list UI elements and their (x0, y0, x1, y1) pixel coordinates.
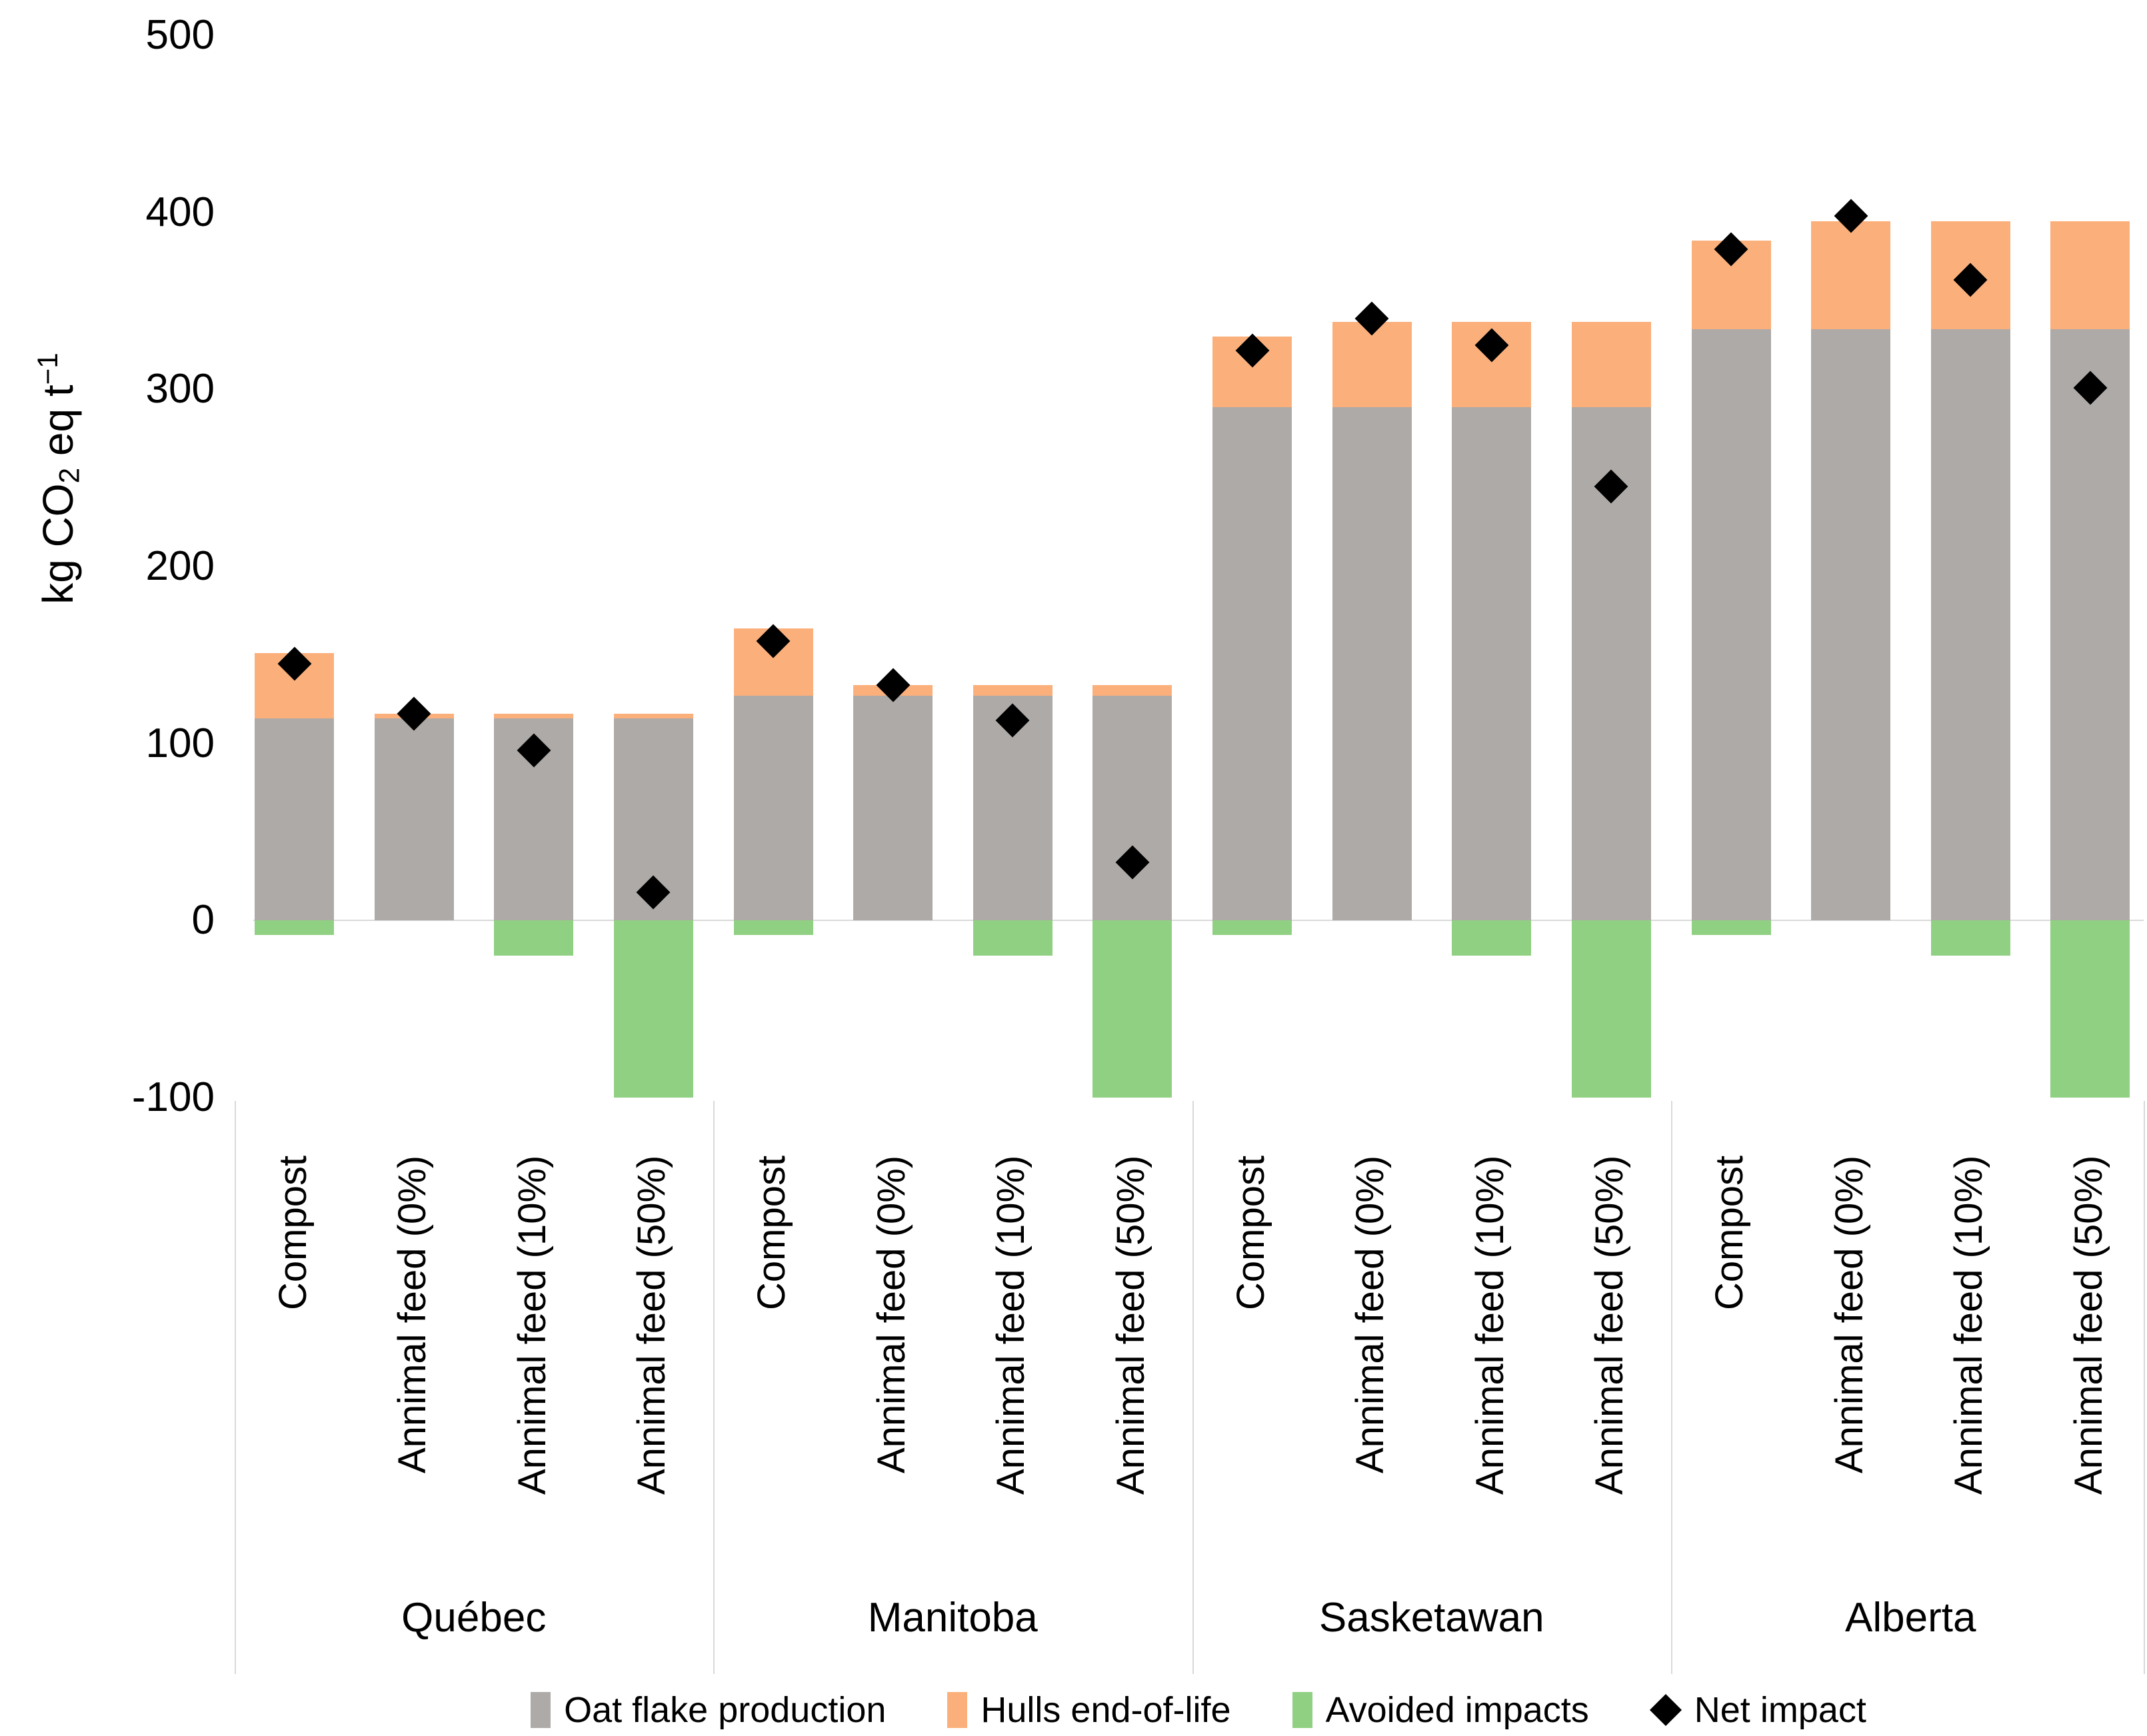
x-axis-group-label: Manitoba (867, 1595, 1038, 1641)
bar-segment-avoided-impacts (255, 920, 334, 935)
bar-segment-oat-flake-production (853, 695, 933, 921)
y-tick-label: 500 (145, 12, 215, 58)
group-separator-line (1671, 1101, 1672, 1674)
bar-segment-oat-flake-production (1092, 695, 1172, 921)
y-tick-label: 400 (145, 189, 215, 235)
bar-segment-oat-flake-production (1811, 329, 1890, 921)
legend-item-label: Net impact (1694, 1690, 1866, 1730)
x-tick-label: Annimal feed (0%) (391, 1156, 434, 1474)
y-tick-label: 0 (191, 897, 215, 944)
bar-segment-oat-flake-production (1930, 329, 2010, 921)
legend-color-swatch-icon (947, 1692, 968, 1728)
x-axis-group-label: Québec (401, 1595, 547, 1641)
legend-item: Avoided impacts (1292, 1683, 1589, 1736)
group-separator-line (2144, 1101, 2145, 1674)
bar-segment-oat-flake-production (1212, 407, 1292, 921)
x-tick-label: Annimal feed (0%) (869, 1156, 913, 1474)
legend-item-label: Hulls end-of-life (981, 1690, 1231, 1730)
bar-segment-avoided-impacts (973, 920, 1053, 956)
x-tick-label: Annimal feed (50%) (630, 1156, 673, 1495)
y-tick-label: 100 (145, 720, 215, 766)
bar-segment-oat-flake-production (1332, 407, 1412, 921)
bar-segment-hulls-end-of-life (613, 713, 693, 719)
x-tick-label: Annimal feed (10%) (1947, 1156, 1990, 1495)
bar-segment-oat-flake-production (1691, 329, 1771, 921)
y-axis-title: kg CO2 eq t−1 (8, 225, 88, 732)
bar-segment-oat-flake-production (2050, 329, 2130, 921)
bar-segment-oat-flake-production (374, 718, 454, 921)
y-tick-label: 200 (145, 543, 215, 589)
x-tick-label: Compost (271, 1156, 315, 1311)
y-axis-title-subscript: 2 (53, 467, 85, 484)
bar-segment-oat-flake-production (255, 718, 334, 921)
group-separator-line (234, 1101, 236, 1674)
bar-segment-hulls-end-of-life (1811, 221, 1890, 329)
x-tick-label: Annimal feed (0%) (1827, 1156, 1871, 1474)
x-tick-label: Annimal feed (50%) (2066, 1156, 2110, 1495)
bar-segment-hulls-end-of-life (1571, 322, 1651, 407)
x-tick-label: Compost (750, 1156, 793, 1311)
legend-item: Net impact (1649, 1683, 1866, 1736)
legend-item-label: Oat flake production (564, 1690, 887, 1730)
bar-segment-avoided-impacts (1930, 920, 2010, 956)
bar-segment-oat-flake-production (1452, 407, 1531, 921)
legend-item-label: Avoided impacts (1325, 1690, 1589, 1730)
zero-gridline (253, 920, 2144, 921)
bar-segment-avoided-impacts (1452, 920, 1531, 956)
bar-segment-avoided-impacts (1212, 920, 1292, 935)
group-separator-line (1192, 1101, 1194, 1674)
x-axis-group-label: Alberta (1845, 1595, 1976, 1641)
y-tick-label: 300 (145, 366, 215, 413)
bar-segment-avoided-impacts (1571, 920, 1651, 1098)
x-axis-group-label: Sasketawan (1318, 1595, 1544, 1641)
bar-segment-hulls-end-of-life (973, 684, 1053, 696)
x-tick-label: Annimal feed (50%) (1588, 1156, 1631, 1495)
bar-segment-oat-flake-production (733, 695, 813, 921)
bar-segment-hulls-end-of-life (494, 713, 573, 719)
x-tick-label: Annimal feed (50%) (1108, 1156, 1152, 1495)
bar-segment-avoided-impacts (733, 920, 813, 935)
x-tick-label: Annimal feed (0%) (1348, 1156, 1392, 1474)
x-tick-label: Annimal feed (10%) (989, 1156, 1033, 1495)
x-tick-label: Annimal feed (10%) (510, 1156, 554, 1495)
y-tick-label: -100 (131, 1074, 215, 1120)
bar-segment-hulls-end-of-life (2050, 221, 2130, 329)
legend-item: Oat flake production (531, 1683, 886, 1736)
x-tick-label: Compost (1708, 1156, 1751, 1311)
x-tick-label: Annimal feed (10%) (1468, 1156, 1512, 1495)
legend-color-swatch-icon (531, 1692, 551, 1728)
bar-segment-hulls-end-of-life (1092, 684, 1172, 696)
legend-item: Hulls end-of-life (947, 1683, 1231, 1736)
bar-segment-avoided-impacts (2050, 920, 2130, 1098)
legend-color-swatch-icon (1292, 1692, 1312, 1728)
legend: Oat flake production Hulls end-of-life Avo… (253, 1683, 2144, 1736)
bar-segment-avoided-impacts (1691, 920, 1771, 935)
bar-segment-hulls-end-of-life (1332, 322, 1412, 407)
legend-net-impact-diamond-icon (1649, 1693, 1682, 1727)
bar-segment-avoided-impacts (1092, 920, 1172, 1098)
x-tick-label: Compost (1228, 1156, 1272, 1311)
group-separator-line (713, 1101, 715, 1674)
bar-segment-avoided-impacts (494, 920, 573, 956)
bar-segment-avoided-impacts (613, 920, 693, 1098)
